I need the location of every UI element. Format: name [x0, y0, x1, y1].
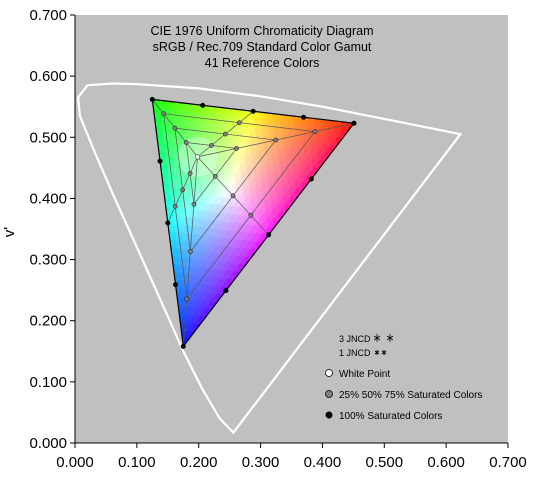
saturated-color-point [180, 343, 186, 349]
partial-saturation-point [212, 173, 218, 179]
partial-saturation-point [191, 201, 197, 207]
partial-saturation-point [172, 125, 178, 131]
x-tick-label: 0.000 [56, 454, 94, 471]
x-tick-label: 0.600 [427, 454, 465, 471]
legend: 3 JNCD 1 JNCD White Point 25% 50% 75% Sa… [325, 334, 482, 422]
partial-saturation-point [273, 137, 279, 143]
legend-1-jncd-marks [374, 350, 387, 355]
saturated-color-point [308, 176, 314, 182]
plot-area [75, 15, 508, 443]
y-tick-label: 0.300 [29, 252, 67, 269]
reference-colors [149, 96, 357, 349]
y-tick-label: 0.500 [29, 129, 67, 146]
spectral-locus [76, 82, 463, 435]
saturated-color-point [165, 220, 171, 226]
title-line-1: CIE 1976 Uniform Chromaticity Diagram [151, 24, 374, 38]
x-tick-label: 0.200 [180, 454, 218, 471]
legend-full: 100% Saturated Colors [339, 411, 442, 422]
legend-partial: 25% 50% 75% Saturated Colors [339, 390, 482, 401]
x-tick-label: 0.700 [489, 454, 527, 471]
title-line-2: sRGB / Rec.709 Standard Color Gamut [153, 40, 372, 54]
partial-saturation-point [248, 212, 254, 218]
partial-saturation-point [180, 187, 185, 193]
y-tick-label: 0.100 [29, 374, 67, 391]
y-tick-label: 0.000 [29, 435, 67, 452]
saturated-color-point [223, 288, 229, 294]
partial-saturation-point [222, 131, 228, 137]
legend-3-jncd: 3 JNCD [339, 334, 371, 344]
x-tick-label: 0.100 [118, 454, 156, 471]
partial-saturation-point [187, 171, 193, 176]
y-tick-label: 0.700 [29, 7, 67, 24]
partial-saturation-point [172, 204, 178, 209]
axes [74, 15, 508, 444]
legend-white-marker [325, 369, 333, 377]
x-tick-label: 0.500 [366, 454, 404, 471]
saturated-color-point [149, 96, 155, 102]
title-line-3: 41 Reference Colors [205, 56, 320, 70]
white-point [194, 154, 201, 160]
partial-saturation-point [230, 193, 236, 199]
x-axis-ticks: 0.000 0.100 0.200 0.300 0.400 0.500 0.600 0.700 [56, 443, 527, 471]
saturated-color-point [351, 120, 357, 126]
saturated-color-point [157, 158, 163, 164]
partial-saturation-point [234, 146, 239, 151]
saturated-color-point [200, 102, 206, 108]
x-tick-label: 0.400 [304, 454, 342, 471]
partial-saturation-point [236, 120, 242, 126]
legend-1-jncd: 1 JNCD [339, 348, 371, 358]
y-axis-label: v' [1, 227, 18, 238]
legend-white-point: White Point [339, 369, 390, 380]
x-tick-label: 0.300 [242, 454, 280, 471]
partial-saturation-point [161, 111, 166, 117]
saturated-color-point [301, 114, 307, 120]
partial-saturation-point [312, 129, 318, 134]
legend-3-jncd-marks [373, 334, 394, 342]
partial-saturation-point [184, 296, 190, 302]
saturated-color-point [250, 108, 256, 114]
y-tick-label: 0.200 [29, 313, 67, 330]
partial-saturation-point [188, 249, 193, 254]
y-tick-label: 0.400 [29, 190, 67, 207]
chart-title: CIE 1976 Uniform Chromaticity Diagram sR… [151, 24, 374, 70]
saturated-color-point [172, 282, 179, 288]
partial-saturation-point [209, 143, 214, 148]
y-tick-label: 0.600 [29, 68, 67, 85]
legend-partial-marker [325, 390, 333, 398]
saturated-color-point [266, 232, 272, 238]
legend-full-marker [325, 411, 333, 419]
partial-saturation-point [183, 140, 189, 145]
y-axis-ticks: 0.000 0.100 0.200 0.300 0.400 0.500 0.600 0.700 [29, 7, 75, 452]
